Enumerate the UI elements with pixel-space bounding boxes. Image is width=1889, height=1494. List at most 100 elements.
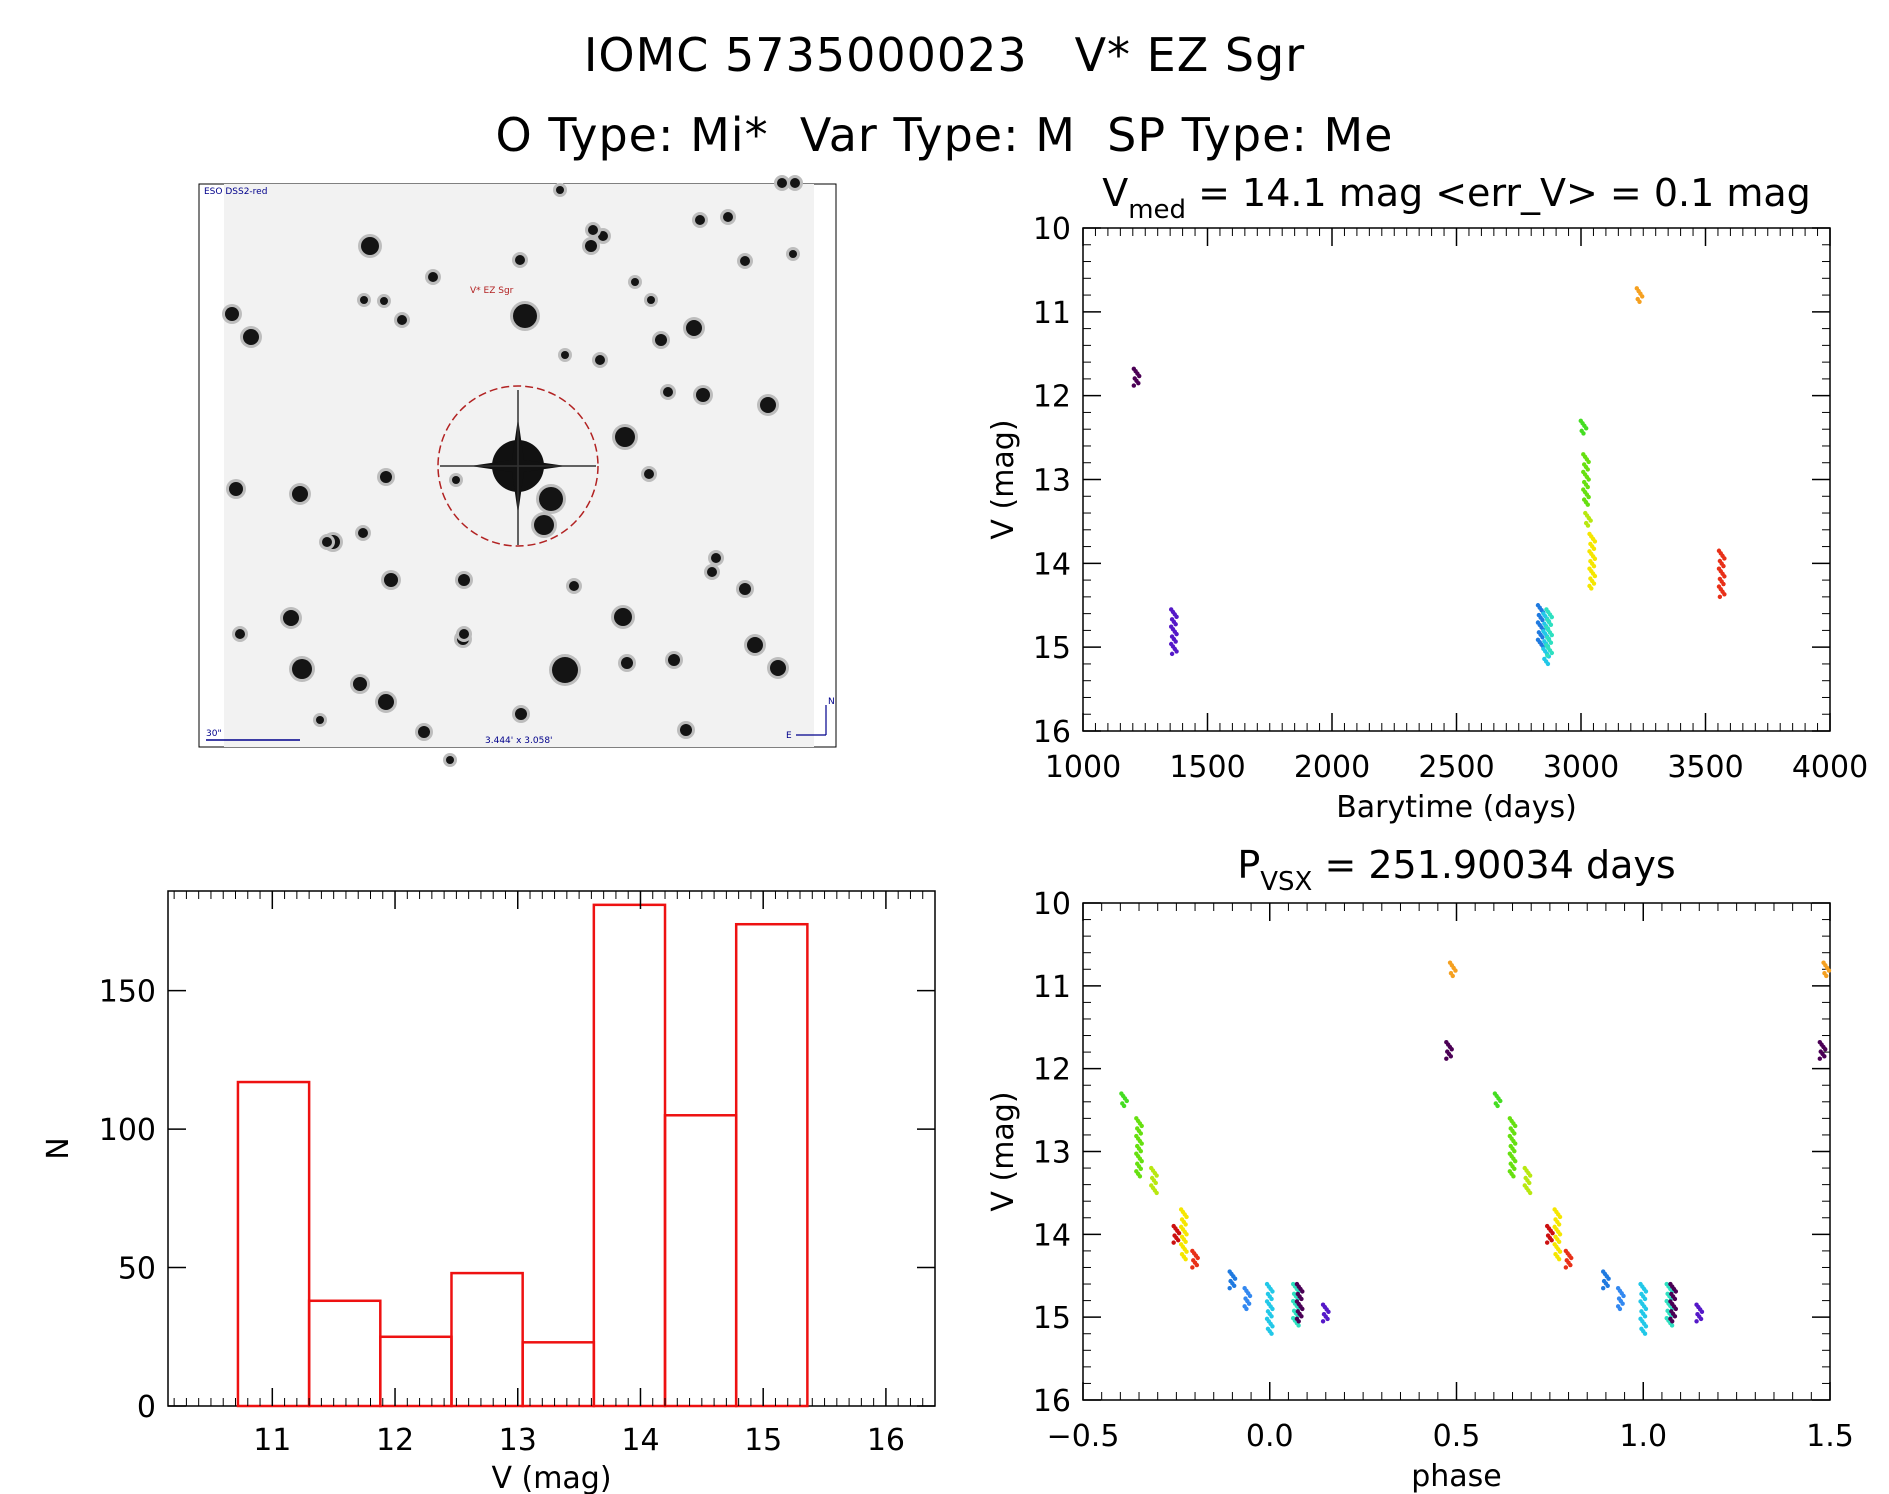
- ytick-label: 15: [1033, 631, 1071, 666]
- star: [711, 553, 721, 563]
- y-axis-label: V (mag): [986, 1091, 1021, 1211]
- data-point: [1643, 1324, 1649, 1329]
- ytick-label: 12: [1033, 380, 1071, 415]
- data-point: [1195, 1255, 1200, 1261]
- data-point: [1137, 1174, 1143, 1179]
- data-point: [1450, 973, 1455, 979]
- xtick-label: 2500: [1418, 750, 1494, 785]
- star: [378, 694, 394, 710]
- star: [292, 486, 308, 502]
- ytick-label: 16: [1033, 715, 1071, 750]
- data-point: [1585, 484, 1590, 490]
- data-point: [1540, 635, 1545, 640]
- data-point: [1548, 622, 1554, 628]
- data-point: [1637, 299, 1642, 304]
- data-point: [1591, 581, 1597, 586]
- xtick-label: 16: [867, 1423, 905, 1458]
- plot-frame: [1082, 902, 1831, 1401]
- ytick-label: 50: [118, 1252, 156, 1287]
- star: [292, 659, 312, 679]
- data-point: [1269, 1296, 1274, 1302]
- data-point: [1586, 494, 1591, 500]
- data-point: [1183, 1256, 1188, 1262]
- data-point: [1269, 1314, 1274, 1319]
- star: [614, 608, 632, 626]
- data-point: [1545, 653, 1550, 658]
- data-point: [1583, 426, 1589, 431]
- data-point: [1586, 459, 1591, 465]
- data-point: [1722, 556, 1727, 561]
- xtick-label: 0.5: [1433, 1419, 1481, 1454]
- xtick-label: 0.0: [1246, 1419, 1294, 1454]
- data-point: [1270, 1324, 1275, 1329]
- star: [740, 256, 750, 266]
- star: [588, 225, 598, 235]
- data-point: [1270, 1289, 1275, 1294]
- data-point: [1548, 640, 1554, 645]
- star: [322, 537, 332, 547]
- data-point: [1513, 1123, 1518, 1129]
- data-point: [1173, 622, 1178, 627]
- star: [459, 629, 469, 639]
- data-point: [1296, 1319, 1301, 1324]
- data-point: [1643, 1289, 1649, 1294]
- xtick-label: 13: [499, 1423, 537, 1458]
- xtick-label: 3000: [1543, 750, 1619, 785]
- hist-bar: [450, 1271, 524, 1408]
- ytick-label: 100: [99, 1113, 156, 1148]
- star: [777, 178, 787, 188]
- y-axis-label: V (mag): [986, 419, 1021, 539]
- star: [644, 469, 654, 479]
- ytick-label: 11: [1033, 970, 1071, 1005]
- data-point: [1184, 1214, 1189, 1220]
- star: [452, 476, 460, 484]
- data-point: [1823, 1047, 1828, 1052]
- data-point: [1588, 518, 1593, 523]
- data-point: [1698, 1316, 1704, 1322]
- ytick-label: 10: [1033, 212, 1071, 247]
- star: [458, 574, 470, 586]
- star: [380, 471, 392, 483]
- data-point: [1171, 1240, 1176, 1245]
- data-point: [1247, 1293, 1253, 1299]
- hist-bar: [663, 1114, 738, 1408]
- data-point: [1557, 1214, 1563, 1220]
- star: [569, 581, 579, 591]
- scale-label: 30": [206, 729, 222, 739]
- data-point: [1563, 1265, 1569, 1270]
- data-point: [1585, 523, 1591, 528]
- data-point: [1495, 1103, 1500, 1109]
- data-point: [1621, 1293, 1626, 1299]
- plot-frame: [167, 890, 936, 1407]
- data-point: [1527, 1180, 1532, 1186]
- star: [361, 237, 379, 255]
- xtick-label: 12: [376, 1423, 414, 1458]
- hist-bar: [307, 1299, 382, 1408]
- data-point: [1513, 1141, 1518, 1146]
- star: [225, 307, 239, 321]
- data-point: [1721, 581, 1726, 587]
- data-point: [1699, 1309, 1705, 1315]
- star: [696, 388, 710, 402]
- data-point: [1194, 1262, 1200, 1268]
- data-point: [1184, 1249, 1189, 1254]
- data-point: [1139, 1141, 1144, 1146]
- data-point: [1232, 1276, 1238, 1281]
- data-point: [1540, 617, 1545, 623]
- data-point: [1722, 592, 1727, 597]
- data-point: [1672, 1296, 1678, 1302]
- data-point: [1581, 431, 1586, 436]
- data-point: [1131, 383, 1137, 388]
- data-point: [1190, 1265, 1195, 1270]
- data-point: [1591, 563, 1597, 569]
- star: [647, 296, 655, 304]
- ytick-label: 14: [1033, 547, 1071, 582]
- data-point: [1824, 973, 1829, 979]
- star: [770, 660, 786, 676]
- data-point: [1138, 1166, 1144, 1171]
- hist-bar: [379, 1335, 453, 1408]
- xtick-label: 1500: [1169, 750, 1245, 785]
- star-field: [222, 175, 803, 767]
